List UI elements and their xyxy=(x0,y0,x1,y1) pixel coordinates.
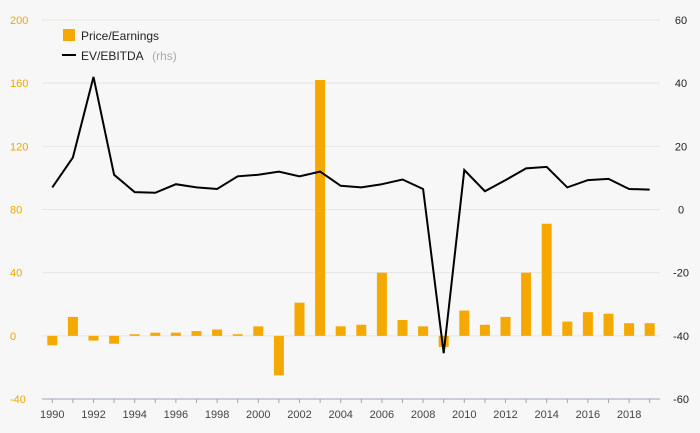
price-earnings-bars xyxy=(47,80,655,376)
left-axis-ticks: -40 0 40 80 120 160 200 xyxy=(10,15,28,406)
bar-price-earnings xyxy=(479,324,490,336)
bar-price-earnings xyxy=(438,335,449,347)
bar-price-earnings xyxy=(521,272,532,336)
bar-price-earnings xyxy=(644,323,655,336)
left-tick-label: 80 xyxy=(10,205,22,217)
x-tick-label: 2010 xyxy=(452,409,476,421)
bar-price-earnings xyxy=(129,334,140,336)
x-tick-label: 2000 xyxy=(246,409,270,421)
x-axis-ticks: 1990 1992 1994 1996 1998 2000 2002 2004 2006 2008… xyxy=(40,399,651,421)
x-tick-label: 2002 xyxy=(287,409,311,421)
legend: Price/Earnings EV/EBITDA (rhs) xyxy=(62,29,177,64)
right-tick-label: -40 xyxy=(673,331,689,343)
legend-label-price-earnings: Price/Earnings xyxy=(81,29,159,43)
bar-price-earnings xyxy=(88,335,99,341)
left-tick-label: 200 xyxy=(10,15,28,27)
left-tick-label: -40 xyxy=(10,394,26,406)
bar-price-earnings xyxy=(212,329,223,336)
right-tick-label: 0 xyxy=(678,205,684,217)
bar-price-earnings xyxy=(603,313,614,336)
bar-price-earnings xyxy=(582,312,593,336)
bar-price-earnings xyxy=(562,321,573,336)
bar-price-earnings xyxy=(376,272,387,336)
left-tick-label: 0 xyxy=(10,331,16,343)
bar-price-earnings xyxy=(315,80,326,336)
legend-label-ev-ebitda: EV/EBITDA (rhs) xyxy=(81,47,177,64)
x-tick-label: 2004 xyxy=(328,409,352,421)
bar-price-earnings xyxy=(109,335,120,344)
x-tick-label: 1990 xyxy=(40,409,64,421)
right-tick-label: 40 xyxy=(675,78,687,90)
right-tick-label: 20 xyxy=(675,141,687,153)
bar-price-earnings xyxy=(170,332,181,336)
ev-ebitda-line xyxy=(51,76,650,354)
bar-price-earnings xyxy=(335,326,346,336)
bar-price-earnings xyxy=(273,335,284,376)
bar-price-earnings xyxy=(356,324,367,336)
legend-swatch-price-earnings xyxy=(63,29,75,41)
legend-label-ev-ebitda-name: EV/EBITDA xyxy=(81,49,144,63)
x-tick-label: 2006 xyxy=(370,409,394,421)
right-axis-ticks: -60 -40 -20 0 20 40 60 xyxy=(673,15,689,406)
bar-price-earnings xyxy=(418,326,429,336)
x-tick-label: 2012 xyxy=(493,409,517,421)
bar-price-earnings xyxy=(253,326,264,336)
bar-price-earnings xyxy=(47,335,58,346)
bar-price-earnings xyxy=(500,316,511,336)
right-tick-label: -60 xyxy=(673,394,689,406)
x-tick-label: 2008 xyxy=(411,409,435,421)
bar-price-earnings xyxy=(459,310,470,336)
left-tick-label: 40 xyxy=(10,268,22,280)
bar-price-earnings xyxy=(397,320,408,336)
legend-label-ev-ebitda-suffix: (rhs) xyxy=(152,49,177,63)
bar-price-earnings xyxy=(191,331,202,336)
bar-price-earnings xyxy=(624,323,635,336)
x-tick-label: 2016 xyxy=(576,409,600,421)
right-tick-label: 60 xyxy=(675,15,687,27)
x-tick-label: 1992 xyxy=(81,409,105,421)
gridlines xyxy=(42,19,660,337)
bar-price-earnings xyxy=(541,223,552,336)
x-tick-label: 2014 xyxy=(534,409,558,421)
bar-price-earnings xyxy=(232,334,243,336)
bar-price-earnings xyxy=(150,332,161,336)
left-tick-label: 160 xyxy=(10,78,28,90)
bar-price-earnings xyxy=(67,316,78,336)
x-tick-label: 1996 xyxy=(164,409,188,421)
x-tick-label: 1998 xyxy=(205,409,229,421)
bar-price-earnings xyxy=(294,302,305,336)
right-tick-label: -20 xyxy=(673,268,689,280)
x-tick-label: 1994 xyxy=(122,409,146,421)
x-tick-label: 2018 xyxy=(617,409,641,421)
left-tick-label: 120 xyxy=(10,141,28,153)
